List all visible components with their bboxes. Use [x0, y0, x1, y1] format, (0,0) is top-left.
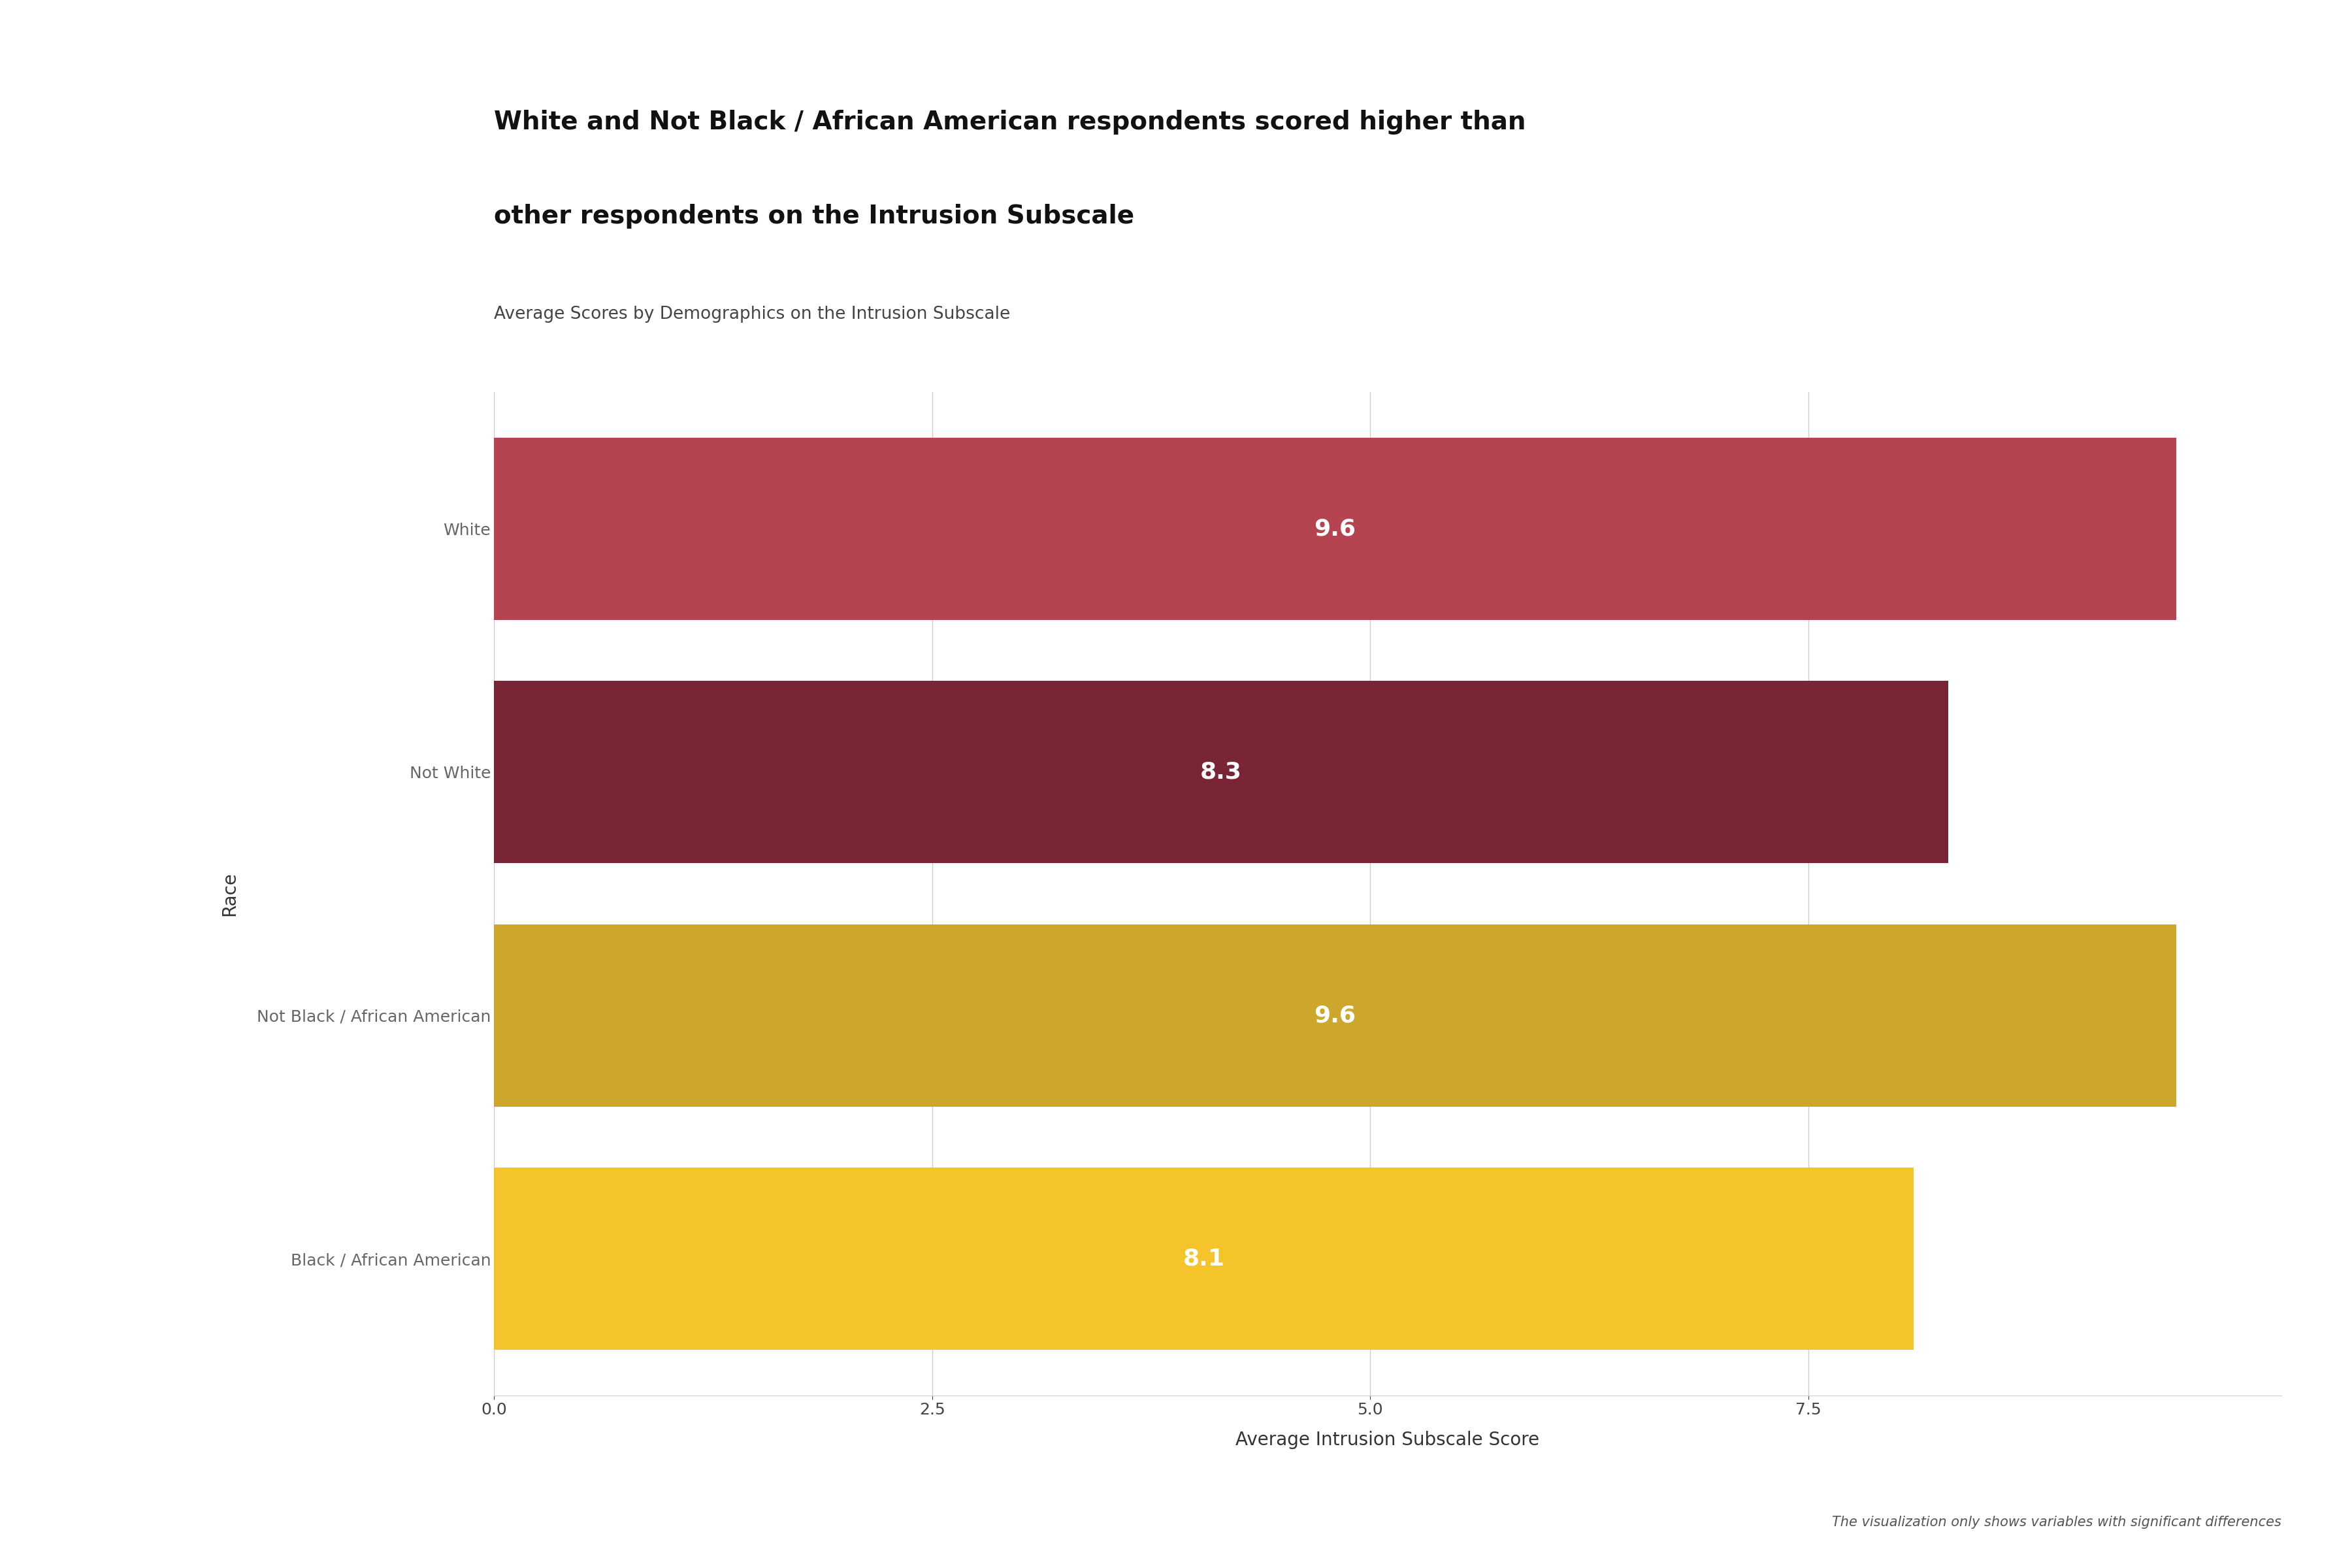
Text: 9.6: 9.6 — [1315, 1004, 1357, 1027]
Text: White and Not Black / African American respondents scored higher than: White and Not Black / African American r… — [494, 110, 1526, 135]
Bar — [494, 1168, 1915, 1350]
Text: 8.1: 8.1 — [1183, 1248, 1225, 1270]
Text: The visualization only shows variables with significant differences: The visualization only shows variables w… — [1832, 1516, 2281, 1529]
Bar — [494, 681, 1947, 864]
Text: other respondents on the Intrusion Subscale: other respondents on the Intrusion Subsc… — [494, 204, 1134, 229]
Text: 9.6: 9.6 — [1315, 517, 1357, 539]
X-axis label: Average Intrusion Subscale Score: Average Intrusion Subscale Score — [1235, 1430, 1541, 1449]
Text: 8.3: 8.3 — [1200, 760, 1242, 784]
Bar — [494, 437, 2176, 619]
Bar — [494, 924, 2176, 1107]
Text: Average Scores by Demographics on the Intrusion Subscale: Average Scores by Demographics on the In… — [494, 306, 1011, 323]
Y-axis label: Race: Race — [221, 872, 238, 916]
